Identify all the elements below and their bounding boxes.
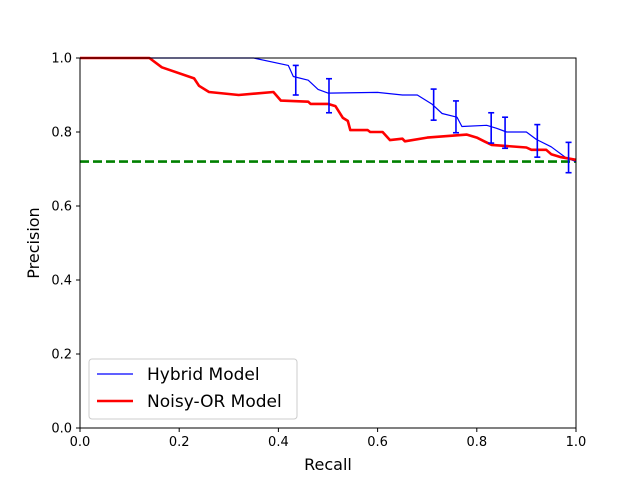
error-bar xyxy=(292,64,299,96)
y-tick-label: 0.2 xyxy=(51,348,72,363)
y-tick-label: 0.4 xyxy=(51,274,72,289)
y-tick-label: 0.8 xyxy=(51,126,72,141)
series-layer xyxy=(80,56,577,163)
error-bar xyxy=(565,141,572,174)
x-axis-ticks: 0.0 0.2 0.4 0.6 0.8 1.0 xyxy=(70,428,587,450)
hybrid-model-line xyxy=(80,57,577,163)
y-axis-title: Precision xyxy=(24,207,43,278)
legend-label-hybrid-model: Hybrid Model xyxy=(147,365,260,385)
error-bar xyxy=(325,77,332,114)
x-tick-label: 0.0 xyxy=(70,435,91,450)
x-axis-title: Recall xyxy=(304,455,352,474)
legend-box xyxy=(88,358,298,420)
y-tick-label: 0.6 xyxy=(51,200,72,215)
x-tick-label: 0.2 xyxy=(169,435,190,450)
error-bar xyxy=(452,100,459,134)
error-bar xyxy=(502,116,509,150)
x-tick-label: 1.0 xyxy=(566,435,587,450)
y-tick-label: 0.0 xyxy=(51,422,72,437)
error-bar xyxy=(430,88,437,121)
plot-frame xyxy=(79,57,577,429)
noisy-or-model-line xyxy=(80,56,577,162)
errorbar-layer xyxy=(292,64,572,174)
x-tick-label: 0.8 xyxy=(466,435,487,450)
legend: Hybrid Model Noisy-OR Model xyxy=(88,358,298,420)
legend-label-noisy-or-model: Noisy-OR Model xyxy=(147,392,282,412)
error-bar xyxy=(534,123,541,158)
x-tick-label: 0.6 xyxy=(367,435,388,450)
error-bar xyxy=(488,111,495,144)
x-tick-label: 0.4 xyxy=(268,435,289,450)
y-tick-label: 1.0 xyxy=(51,52,72,67)
y-axis-ticks: 0.0 0.2 0.4 0.6 0.8 1.0 xyxy=(51,52,80,437)
